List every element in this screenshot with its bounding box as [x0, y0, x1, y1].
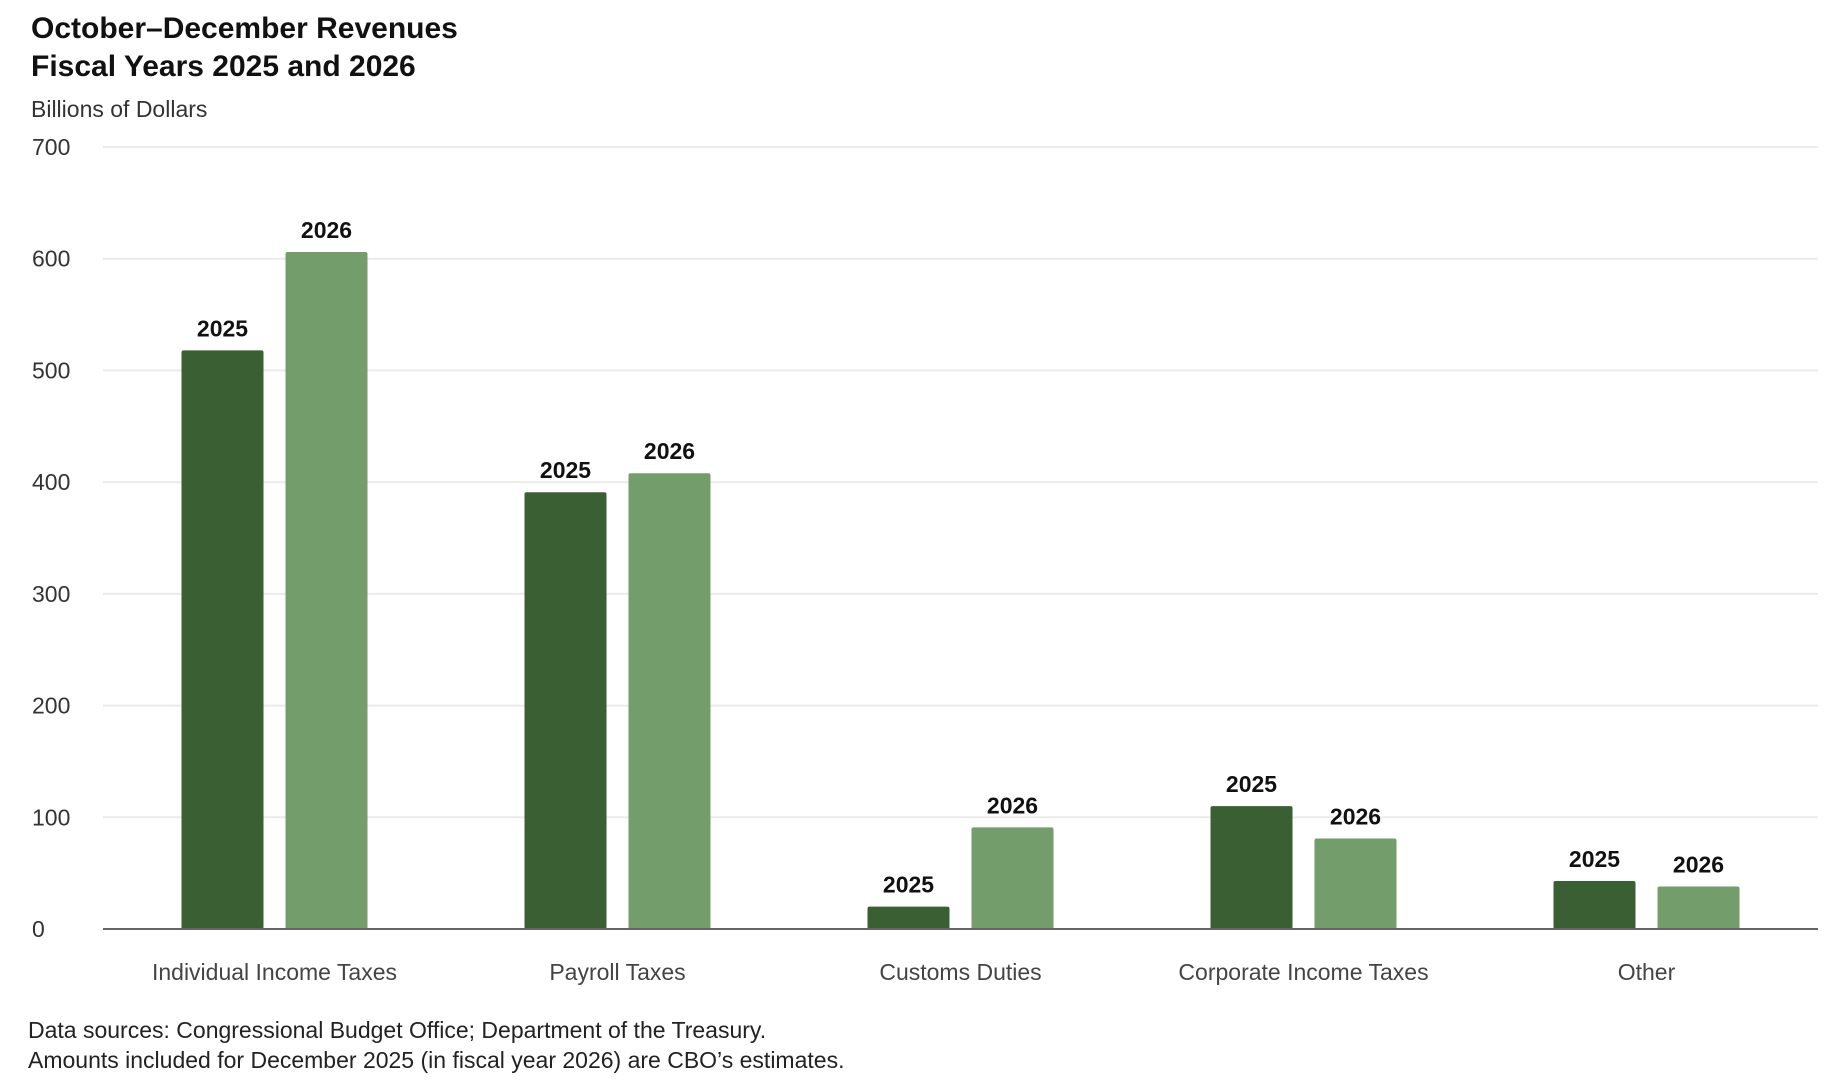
y-tick-label: 0: [32, 916, 45, 942]
data-label: 2025: [540, 457, 591, 483]
data-label: 2026: [644, 438, 695, 464]
chart-title: October–December Revenues: [31, 12, 458, 45]
y-tick-label: 600: [32, 246, 70, 272]
x-tick-label: Other: [1618, 959, 1676, 985]
y-tick-label: 200: [32, 693, 70, 719]
bar-chart: 0 100 200 300 400 500 600 700 2025 2026 Individual…: [32, 134, 1818, 985]
y-tick-label: 700: [32, 134, 70, 160]
x-tick-label: Corporate Income Taxes: [1178, 959, 1428, 985]
chart-subtitle: Fiscal Years 2025 and 2026: [31, 50, 416, 83]
x-tick-label: Payroll Taxes: [549, 959, 685, 985]
bar-2025: [1553, 880, 1636, 929]
x-tick-label: Individual Income Taxes: [152, 959, 397, 985]
bar-2026: [285, 252, 368, 930]
bar-2025: [867, 906, 950, 929]
bar-2026: [971, 827, 1054, 929]
bar-2025: [524, 492, 607, 929]
data-label: 2026: [987, 792, 1038, 818]
x-tick-label: Customs Duties: [879, 959, 1041, 985]
y-tick-label: 300: [32, 581, 70, 607]
data-label: 2026: [1330, 804, 1381, 830]
y-axis-label: Billions of Dollars: [31, 96, 208, 122]
bar-2026: [1314, 838, 1397, 929]
bar-2026: [1657, 886, 1740, 929]
bar-2026: [628, 473, 711, 929]
bar-2025: [1210, 806, 1293, 929]
footnote-sources: Data sources: Congressional Budget Offic…: [28, 1017, 767, 1043]
data-label: 2025: [197, 315, 248, 341]
data-label: 2025: [883, 872, 934, 898]
data-label: 2025: [1569, 846, 1620, 872]
data-label: 2026: [301, 217, 352, 243]
y-tick-label: 100: [32, 804, 70, 830]
footnote-estimates: Amounts included for December 2025 (in f…: [28, 1047, 845, 1073]
data-label: 2025: [1226, 771, 1277, 797]
data-label: 2026: [1673, 852, 1724, 878]
y-tick-label: 500: [32, 357, 70, 383]
bar-2025: [181, 350, 264, 929]
y-tick-label: 400: [32, 469, 70, 495]
